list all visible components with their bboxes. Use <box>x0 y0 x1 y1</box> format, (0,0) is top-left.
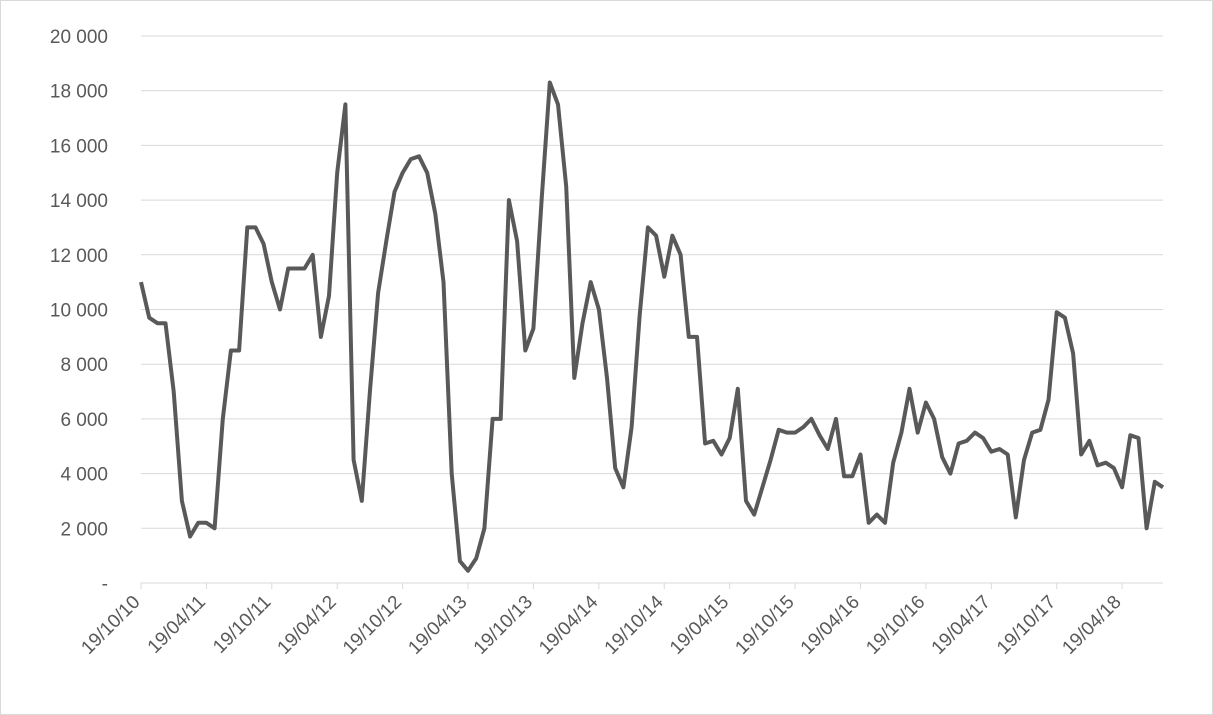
y-tick-label: 4 000 <box>60 465 108 486</box>
y-tick-label: - <box>102 574 108 595</box>
y-tick-label: 10 000 <box>50 301 108 322</box>
y-tick-label: 2 000 <box>60 519 108 540</box>
data-line <box>139 80 1165 573</box>
y-tick-label: 6 000 <box>60 410 108 431</box>
y-tick-label: 8 000 <box>60 355 108 376</box>
y-tick-label: 12 000 <box>50 246 108 267</box>
y-tick-label: 16 000 <box>50 136 108 157</box>
y-tick-label: 20 000 <box>50 27 108 48</box>
y-tick-label: 18 000 <box>50 82 108 103</box>
y-tick-label: 14 000 <box>50 191 108 212</box>
